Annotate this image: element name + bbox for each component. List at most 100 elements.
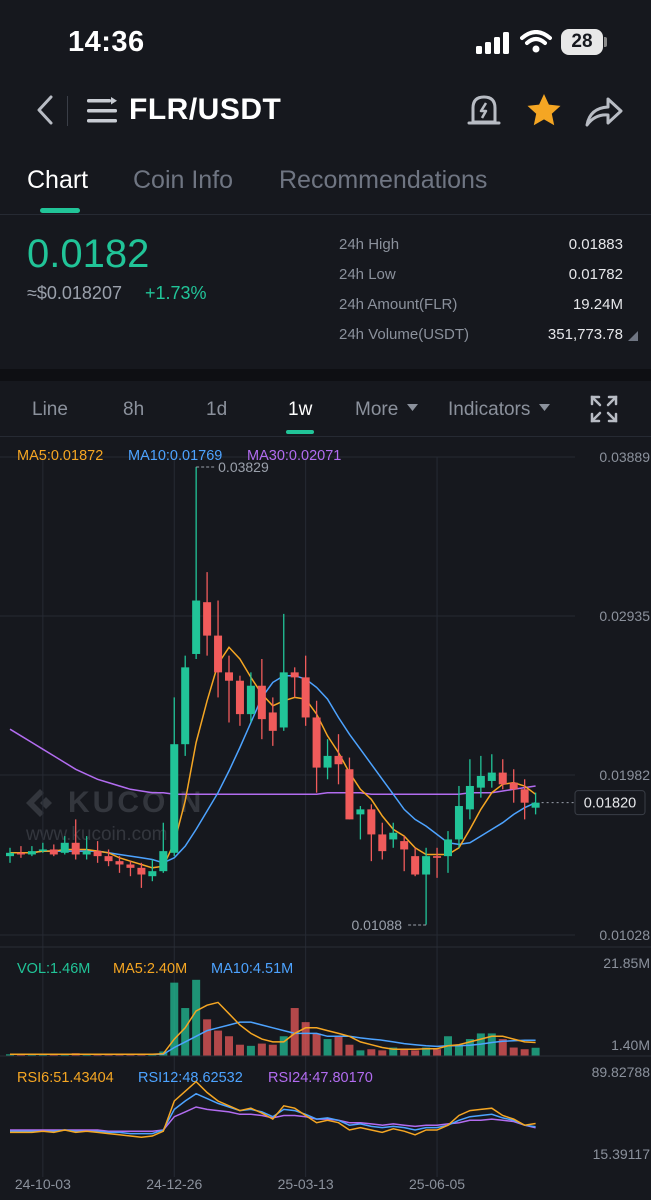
volume-bar: [235, 1044, 244, 1056]
nav-divider: [67, 96, 68, 126]
candle-up: [487, 772, 496, 781]
legend-ma5: MA5:0.01872: [17, 448, 103, 464]
candle-down: [126, 864, 135, 868]
volume-bar: [203, 1019, 212, 1056]
volume-bar: [531, 1047, 540, 1056]
candle-up: [60, 842, 69, 853]
timeframe-more[interactable]: More: [355, 399, 418, 421]
kline-chart[interactable]: KUCOIN www.kucoin.com MA5:0.01872 MA10:0…: [0, 437, 651, 1200]
tab-divider: [0, 214, 651, 215]
low-annotation: 0.01088: [351, 917, 427, 933]
candle-up: [38, 849, 47, 852]
candle-down: [16, 852, 25, 855]
x-tick-label: 25-03-13: [278, 1176, 334, 1192]
share-icon[interactable]: [584, 94, 624, 128]
status-time: 14:36: [68, 26, 145, 58]
stat-label-high: 24h High: [339, 236, 400, 253]
volume-bar: [115, 1054, 124, 1056]
volume-bar: [487, 1033, 496, 1056]
candle-down: [257, 685, 266, 720]
indicators-label: Indicators: [448, 399, 531, 420]
volume-bar: [126, 1054, 135, 1056]
timeframe-1w[interactable]: 1w: [288, 399, 313, 420]
legend-vol-ma5: MA5:2.40M: [113, 961, 187, 977]
volume-bar: [16, 1054, 25, 1056]
candle-down: [115, 861, 124, 865]
candle-up: [192, 600, 201, 654]
section-separator: [0, 369, 651, 381]
volume-bar: [509, 1047, 518, 1056]
volume-bar: [137, 1054, 146, 1056]
candle-up: [531, 802, 540, 808]
watermark-brand: KUCOIN: [68, 786, 204, 819]
volume-bar: [422, 1047, 431, 1056]
y-tick-label: 0.02935: [599, 608, 650, 624]
timeframe-divider: [0, 436, 651, 437]
candles: [6, 466, 540, 925]
tab-chart[interactable]: Chart: [27, 166, 89, 194]
candle-down: [378, 834, 387, 852]
volume-bar: [268, 1044, 277, 1056]
candle-down: [367, 809, 376, 835]
price-alert-icon[interactable]: [466, 92, 502, 128]
candle-up: [323, 755, 332, 768]
volume-bar: [290, 1008, 299, 1056]
volume-bar: [520, 1049, 529, 1056]
stat-value-amount: 19.24M: [572, 296, 623, 313]
legend-ma30: MA30:0.02071: [247, 448, 341, 464]
rsi-y-tick-label: 89.82788: [592, 1064, 651, 1080]
cellular-signal-icon: [476, 32, 509, 54]
kucoin-watermark: KUCOIN www.kucoin.com: [25, 786, 204, 845]
back-chevron-icon[interactable]: [34, 94, 56, 126]
candle-down: [214, 635, 223, 673]
volume-bar: [465, 1039, 474, 1056]
candle-up: [82, 851, 91, 855]
candle-down: [203, 602, 212, 636]
volume-bar: [148, 1054, 157, 1056]
volume-bar: [400, 1049, 409, 1056]
candle-up: [246, 685, 255, 715]
timeframe-line[interactable]: Line: [32, 399, 68, 420]
volume-bar: [389, 1047, 398, 1056]
favorite-star-icon[interactable]: [525, 92, 563, 128]
rsi-lines: [10, 1080, 536, 1138]
candle-down: [433, 856, 442, 858]
candle-down: [498, 772, 507, 785]
legend-vol: VOL:1.46M: [17, 961, 90, 977]
volume-bars: [6, 979, 540, 1056]
candle-down: [301, 677, 310, 718]
vol-y-tick-label: 21.85M: [603, 955, 650, 971]
usd-price: ≈$0.018207: [27, 283, 122, 303]
tab-recommendations[interactable]: Recommendations: [279, 166, 488, 194]
candle-up: [170, 744, 179, 853]
candle-down: [104, 856, 113, 862]
volume-bar: [170, 982, 179, 1056]
candle-up: [279, 672, 288, 728]
candle-up: [422, 856, 431, 875]
candle-down: [235, 680, 244, 715]
pair-title[interactable]: FLR/USDT: [129, 93, 282, 126]
volume-bar: [38, 1054, 47, 1056]
candle-up: [27, 851, 36, 855]
candle-up: [356, 809, 365, 815]
battery-icon: 28: [561, 29, 607, 55]
stat-label-volume: 24h Volume(USDT): [339, 326, 470, 343]
timeframe-8h[interactable]: 8h: [123, 399, 145, 420]
candle-down: [225, 672, 233, 681]
active-timeframe-indicator: [286, 430, 314, 434]
battery-level: 28: [571, 31, 593, 52]
dropdown-caret-icon: [538, 404, 550, 411]
volume-bar: [27, 1054, 36, 1056]
candle-up: [444, 839, 452, 857]
fullscreen-icon[interactable]: [590, 395, 618, 423]
y-tick-label: 0.01982: [599, 767, 650, 783]
timeframe-more-label: More: [355, 399, 399, 420]
candle-up: [476, 775, 485, 788]
ma30-line: [9, 728, 536, 796]
pair-list-icon[interactable]: [85, 96, 119, 126]
candle-up: [6, 852, 14, 857]
timeframe-1d[interactable]: 1d: [206, 399, 228, 420]
indicators-button[interactable]: Indicators: [448, 399, 550, 421]
tab-coin-info[interactable]: Coin Info: [133, 166, 234, 194]
corner-triangle-icon: [628, 331, 638, 341]
